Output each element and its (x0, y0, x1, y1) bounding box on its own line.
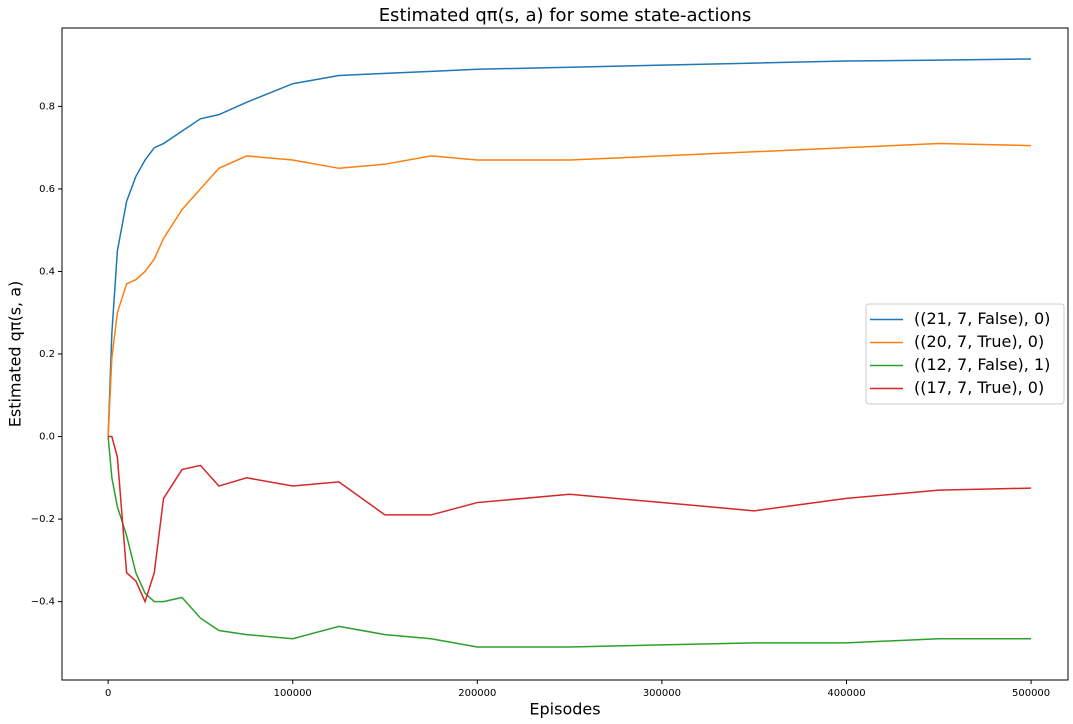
series-line (107, 58, 1032, 437)
y-tick-label: −0.2 (31, 514, 55, 525)
chart-title: Estimated qπ(s, a) for some state-action… (379, 5, 752, 26)
legend-label: ((20, 7, True), 0) (914, 332, 1044, 351)
y-tick-label: 0.2 (39, 349, 55, 360)
y-tick-label: 0.4 (39, 266, 55, 277)
legend-label: ((17, 7, True), 0) (914, 378, 1044, 397)
y-tick-label: −0.4 (31, 597, 55, 608)
plot-frame (61, 27, 1069, 681)
legend-label: ((12, 7, False), 1) (914, 355, 1050, 374)
legend-label: ((21, 7, False), 0) (914, 309, 1050, 328)
y-tick-label: 0.0 (39, 432, 55, 443)
x-tick-label: 200000 (458, 688, 496, 699)
x-tick-label: 300000 (643, 688, 681, 699)
x-tick-label: 500000 (1012, 688, 1050, 699)
y-tick-label: 0.6 (39, 184, 55, 195)
x-tick-label: 400000 (827, 688, 865, 699)
series-line (108, 435, 1032, 604)
x-tick-label: 0 (105, 688, 111, 699)
x-tick-label: 100000 (274, 688, 312, 699)
legend-box (865, 303, 1065, 405)
series-line (107, 142, 1032, 437)
series-line (107, 436, 1032, 648)
y-axis-label: Estimated qπ(s, a) (6, 281, 25, 428)
y-tick-label: 0.8 (39, 101, 55, 112)
x-axis-label: Episodes (529, 700, 600, 719)
